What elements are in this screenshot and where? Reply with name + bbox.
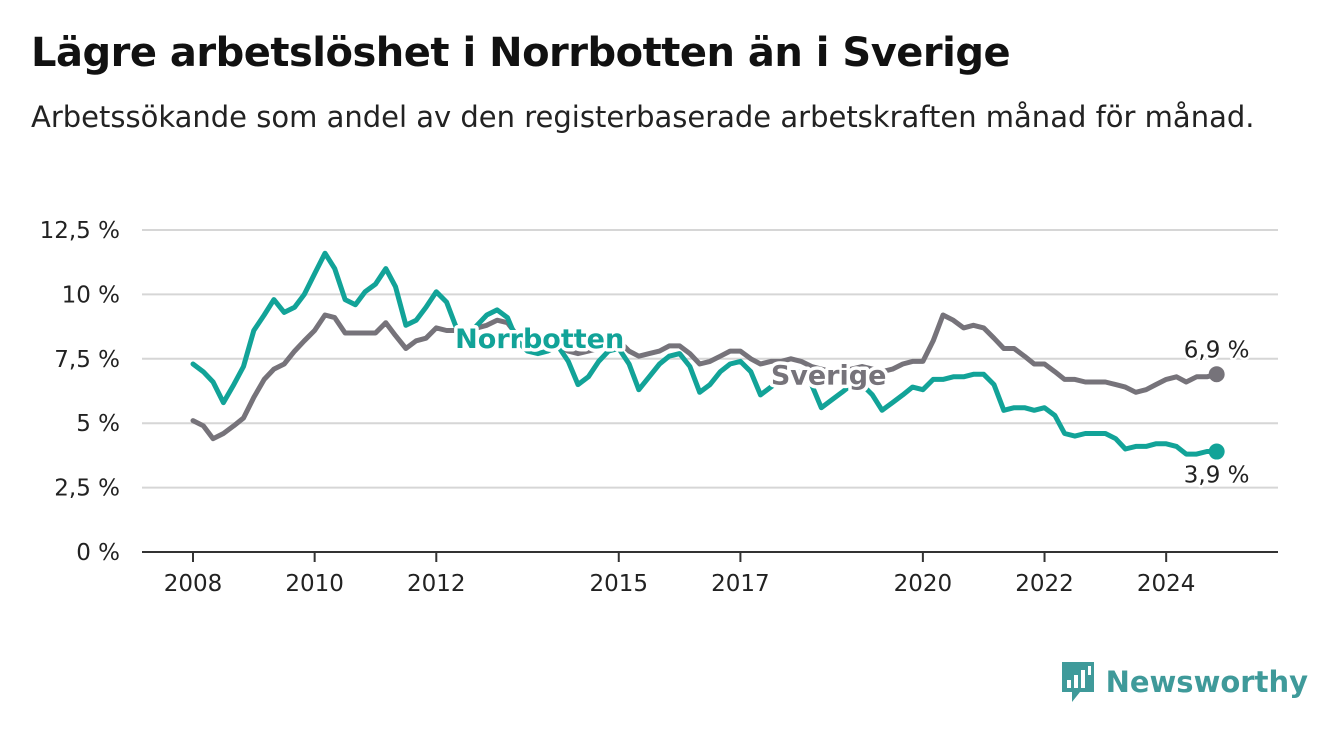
end-point-norrbotten bbox=[1208, 443, 1225, 460]
end-value-label-norrbotten: 3,9 % bbox=[1184, 463, 1250, 489]
y-tick-label: 2,5 % bbox=[54, 476, 120, 502]
y-tick-label: 0 % bbox=[76, 540, 120, 566]
x-tick-label: 2022 bbox=[1015, 571, 1074, 597]
y-axis-ticks: 0 % 2,5 % 5 % 7,5 % 10 % 12,5 % bbox=[40, 218, 120, 566]
end-value-label-sverige: 6,9 % bbox=[1184, 337, 1250, 363]
series-line-sverige bbox=[190, 312, 1220, 442]
x-tick-label: 2008 bbox=[164, 571, 223, 597]
series-labels: Sverige 6,9 % Norrbotten 3,9 % bbox=[452, 321, 1252, 491]
y-tick-label: 10 % bbox=[62, 282, 120, 308]
chart-subtitle: Arbetssökande som andel av den registerb… bbox=[31, 100, 1255, 134]
x-tick-label: 2012 bbox=[407, 571, 466, 597]
y-tick-label: 5 % bbox=[76, 411, 120, 437]
brand-name: Newsworthy bbox=[1105, 665, 1308, 699]
chart-title: Lägre arbetslöshet i Norrbotten än i Sve… bbox=[31, 30, 1011, 76]
series-label-sverige: Sverige bbox=[771, 360, 887, 391]
x-tick-label: 2010 bbox=[285, 571, 344, 597]
end-point-sverige bbox=[1208, 366, 1225, 383]
x-tick-label: 2015 bbox=[589, 571, 648, 597]
y-tick-label: 12,5 % bbox=[40, 218, 120, 244]
series-line-norrbotten bbox=[190, 250, 1220, 457]
x-tick-label: 2024 bbox=[1137, 571, 1196, 597]
x-tick-label: 2020 bbox=[894, 571, 953, 597]
x-tick-label: 2017 bbox=[711, 571, 770, 597]
series-label-norrbotten: Norrbotten bbox=[455, 324, 624, 355]
series-lines bbox=[190, 250, 1225, 460]
x-axis-ticks: 2008 2010 2012 2015 2017 2020 2022 2024 bbox=[164, 552, 1196, 597]
newsworthy-logo[interactable]: Newsworthy bbox=[1060, 660, 1308, 704]
y-tick-label: 7,5 % bbox=[54, 347, 120, 373]
bar-chart-speech-bubble-icon bbox=[1061, 662, 1094, 702]
